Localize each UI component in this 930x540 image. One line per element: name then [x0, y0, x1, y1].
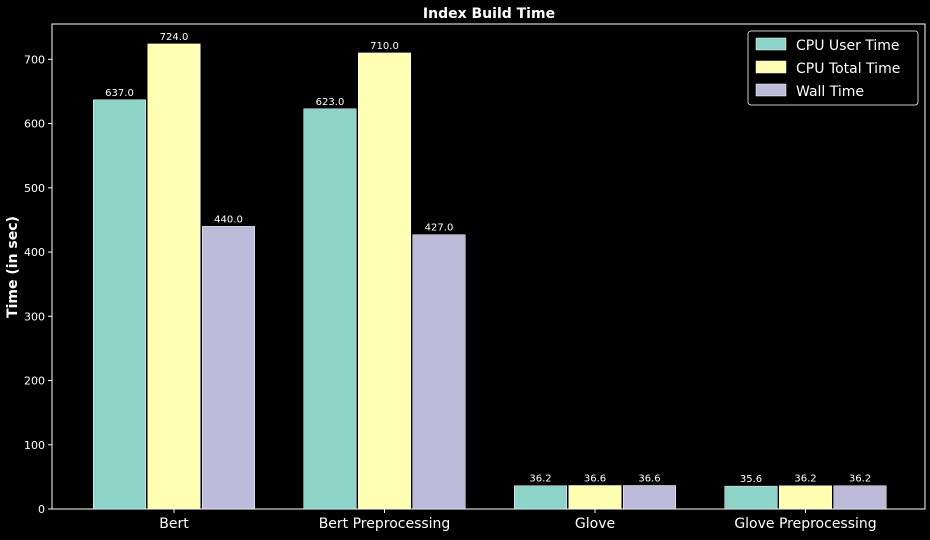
bar-cpu-user-time-bert-preprocessing	[303, 108, 357, 510]
bar-wall-time-glove	[623, 485, 676, 510]
legend-swatch-cpu-user-time	[755, 37, 787, 51]
bar-cpu-user-time-bert	[93, 99, 146, 510]
y-tick-label: 100	[24, 439, 45, 452]
x-tick-label: Glove	[575, 516, 615, 532]
data-label: 623.0	[316, 97, 345, 108]
y-axis-label: Time (in sec)	[5, 216, 21, 318]
data-label: 710.0	[370, 41, 399, 52]
legend-swatch-wall-time	[755, 83, 787, 97]
bar-cpu-total-time-bert	[147, 43, 201, 510]
bar-cpu-total-time-bert-preprocessing	[358, 52, 411, 510]
data-label: 36.2	[849, 474, 871, 485]
bar-wall-time-bert	[202, 226, 255, 510]
y-tick-label: 200	[24, 375, 45, 388]
bar-wall-time-glove-preprocessing	[833, 485, 887, 510]
bar-wall-time-bert-preprocessing	[412, 234, 466, 510]
data-label: 440.0	[214, 214, 243, 225]
axes-frame	[51, 23, 926, 510]
data-label: 36.2	[529, 474, 551, 485]
bar-cpu-user-time-glove	[514, 485, 567, 510]
data-label: 724.0	[160, 32, 189, 43]
data-label: 36.2	[794, 474, 816, 485]
plot-area: 0 100 200 300 400 500 600 700 637.0 724.0 440.0 Ber…	[24, 23, 926, 532]
bar-cpu-total-time-glove	[568, 485, 622, 510]
x-tick-label: Glove Preprocessing	[734, 516, 876, 532]
data-label: 427.0	[425, 223, 454, 234]
data-label: 36.6	[584, 473, 606, 484]
bar-cpu-user-time-glove-preprocessing	[724, 485, 778, 510]
x-tick-label: Bert Preprocessing	[319, 516, 451, 532]
legend-box	[747, 30, 919, 106]
legend-swatch-cpu-total-time	[755, 60, 787, 74]
y-tick-label: 0	[38, 503, 45, 516]
data-label: 637.0	[105, 88, 134, 99]
y-tick-label: 300	[24, 310, 45, 323]
legend: CPU User Time CPU Total Time Wall Time	[747, 30, 919, 106]
y-tick-label: 400	[24, 246, 45, 259]
legend-label: CPU User Time	[796, 38, 900, 54]
y-tick-label: 700	[24, 53, 45, 66]
data-label: 35.6	[740, 474, 762, 485]
data-label: 36.6	[638, 473, 660, 484]
y-tick-label: 500	[24, 182, 45, 195]
chart-title: Index Build Time	[423, 6, 555, 22]
x-tick-label: Bert	[159, 516, 189, 532]
legend-label: Wall Time	[796, 84, 864, 100]
y-tick-label: 600	[24, 118, 45, 131]
bar-cpu-total-time-glove-preprocessing	[779, 485, 832, 510]
legend-label: CPU Total Time	[796, 61, 900, 77]
